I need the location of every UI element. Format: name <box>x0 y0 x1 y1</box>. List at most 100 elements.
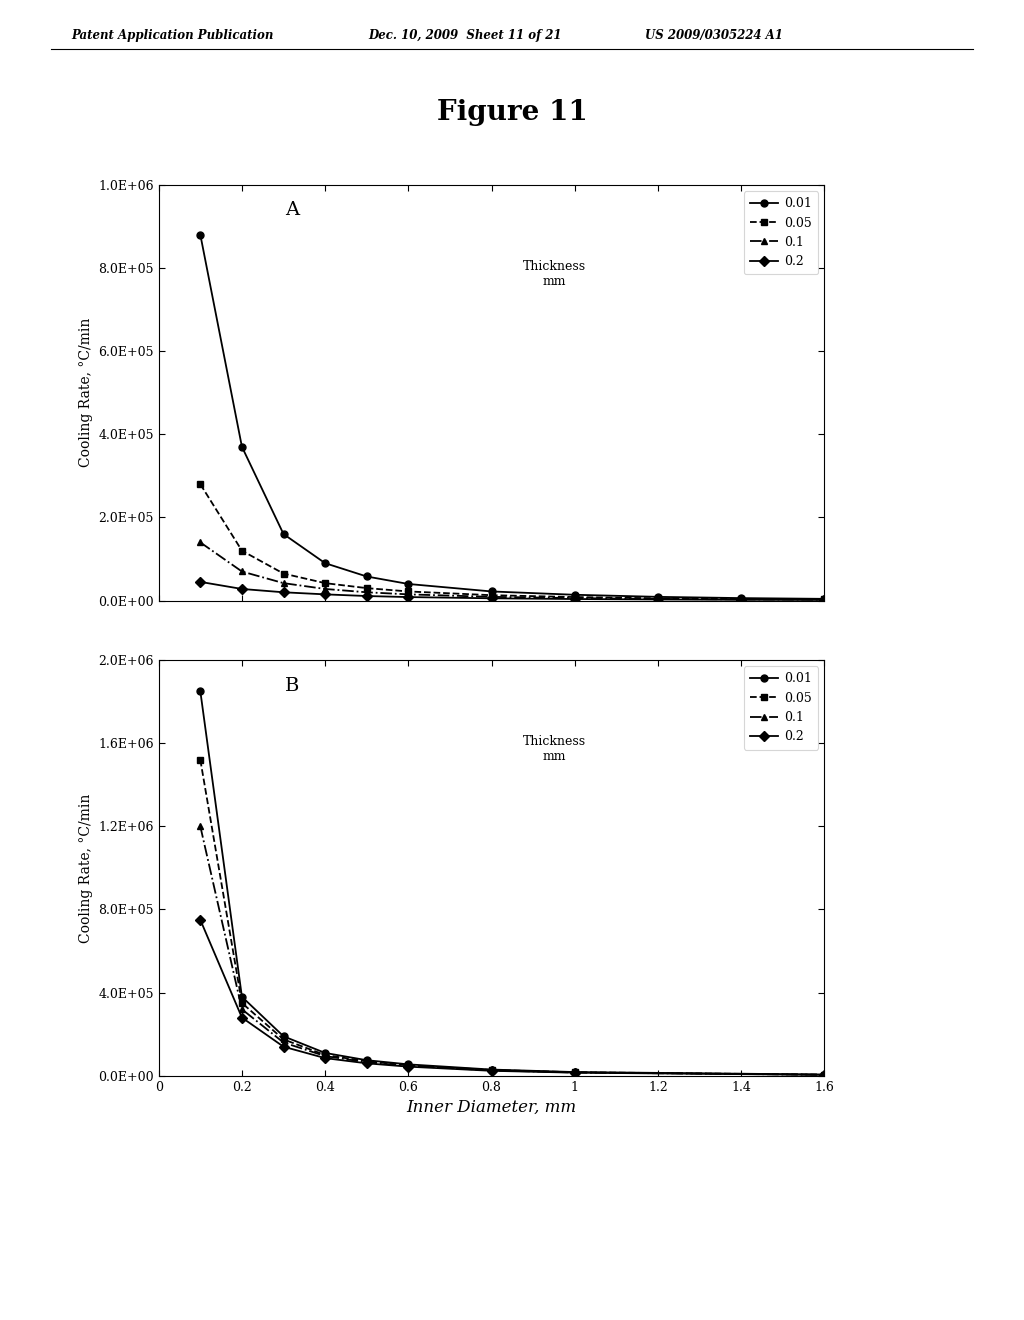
Line: 0.1: 0.1 <box>197 822 827 1078</box>
X-axis label: Inner Diameter, mm: Inner Diameter, mm <box>407 1100 577 1117</box>
Text: Dec. 10, 2009  Sheet 11 of 21: Dec. 10, 2009 Sheet 11 of 21 <box>369 29 562 42</box>
0.05 <box>402 1057 415 1073</box>
0.05 <box>485 587 498 603</box>
0.01 <box>568 587 581 603</box>
0.01 <box>818 1067 830 1082</box>
0.1 <box>360 585 373 601</box>
0.05 <box>319 1047 332 1063</box>
0.2 <box>360 1056 373 1072</box>
0.2 <box>402 1059 415 1074</box>
0.01 <box>360 569 373 585</box>
0.2 <box>818 1067 830 1082</box>
0.05 <box>651 590 664 606</box>
Text: B: B <box>285 677 300 694</box>
0.01 <box>568 1064 581 1080</box>
0.2 <box>402 589 415 605</box>
Line: 0.01: 0.01 <box>197 688 827 1078</box>
0.01 <box>485 583 498 599</box>
0.01 <box>485 1061 498 1077</box>
0.1 <box>818 591 830 607</box>
0.1 <box>568 1064 581 1080</box>
0.1 <box>485 589 498 605</box>
0.2 <box>360 589 373 605</box>
0.1 <box>236 564 248 579</box>
0.1 <box>360 1055 373 1071</box>
Line: 0.05: 0.05 <box>197 756 827 1078</box>
0.01 <box>402 576 415 591</box>
0.1 <box>818 1067 830 1082</box>
0.2 <box>236 581 248 597</box>
Text: A: A <box>285 202 299 219</box>
0.1 <box>278 576 290 591</box>
0.01 <box>360 1052 373 1068</box>
0.01 <box>402 1056 415 1072</box>
0.05 <box>360 581 373 597</box>
0.05 <box>818 591 830 607</box>
0.2 <box>485 1063 498 1078</box>
0.05 <box>278 1031 290 1047</box>
0.1 <box>735 591 748 607</box>
0.1 <box>195 535 207 550</box>
0.2 <box>278 585 290 601</box>
0.01 <box>735 590 748 606</box>
0.2 <box>568 591 581 607</box>
0.1 <box>651 591 664 607</box>
0.01 <box>278 1028 290 1044</box>
0.05 <box>735 591 748 607</box>
0.2 <box>195 574 207 590</box>
Line: 0.01: 0.01 <box>197 231 827 602</box>
0.05 <box>568 1064 581 1080</box>
0.2 <box>485 590 498 606</box>
0.1 <box>319 581 332 597</box>
0.01 <box>236 438 248 454</box>
0.1 <box>568 590 581 606</box>
0.2 <box>568 1065 581 1081</box>
0.2 <box>236 1010 248 1026</box>
0.01 <box>818 591 830 607</box>
0.2 <box>818 591 830 607</box>
0.05 <box>278 566 290 582</box>
0.2 <box>195 912 207 928</box>
Line: 0.2: 0.2 <box>197 578 827 603</box>
0.05 <box>195 752 207 768</box>
0.05 <box>360 1053 373 1069</box>
0.05 <box>319 576 332 591</box>
0.1 <box>236 1002 248 1018</box>
0.01 <box>319 1045 332 1061</box>
0.2 <box>319 586 332 602</box>
Text: US 2009/0305224 A1: US 2009/0305224 A1 <box>645 29 783 42</box>
0.05 <box>402 583 415 599</box>
Legend: 0.01, 0.05, 0.1, 0.2: 0.01, 0.05, 0.1, 0.2 <box>744 191 818 275</box>
Y-axis label: Cooling Rate, °C/min: Cooling Rate, °C/min <box>79 793 93 942</box>
0.1 <box>402 586 415 602</box>
0.2 <box>319 1051 332 1067</box>
Line: 0.1: 0.1 <box>197 539 827 603</box>
0.01 <box>651 589 664 605</box>
0.2 <box>278 1039 290 1055</box>
0.2 <box>651 591 664 607</box>
0.05 <box>568 589 581 605</box>
0.05 <box>195 477 207 492</box>
Text: Thickness
mm: Thickness mm <box>523 260 587 288</box>
0.01 <box>278 527 290 543</box>
0.05 <box>818 1067 830 1082</box>
Legend: 0.01, 0.05, 0.1, 0.2: 0.01, 0.05, 0.1, 0.2 <box>744 667 818 750</box>
0.1 <box>278 1035 290 1051</box>
Text: Thickness
mm: Thickness mm <box>523 735 587 763</box>
Line: 0.2: 0.2 <box>197 916 827 1078</box>
0.05 <box>236 543 248 558</box>
Line: 0.05: 0.05 <box>197 480 827 603</box>
Text: Patent Application Publication: Patent Application Publication <box>72 29 274 42</box>
0.1 <box>402 1057 415 1073</box>
0.01 <box>195 227 207 243</box>
0.01 <box>319 556 332 572</box>
0.05 <box>236 995 248 1011</box>
0.1 <box>485 1063 498 1078</box>
Y-axis label: Cooling Rate, °C/min: Cooling Rate, °C/min <box>79 318 93 467</box>
0.01 <box>236 989 248 1005</box>
Text: Figure 11: Figure 11 <box>436 99 588 125</box>
0.01 <box>195 684 207 700</box>
0.1 <box>319 1048 332 1064</box>
0.05 <box>485 1063 498 1078</box>
0.2 <box>735 591 748 607</box>
